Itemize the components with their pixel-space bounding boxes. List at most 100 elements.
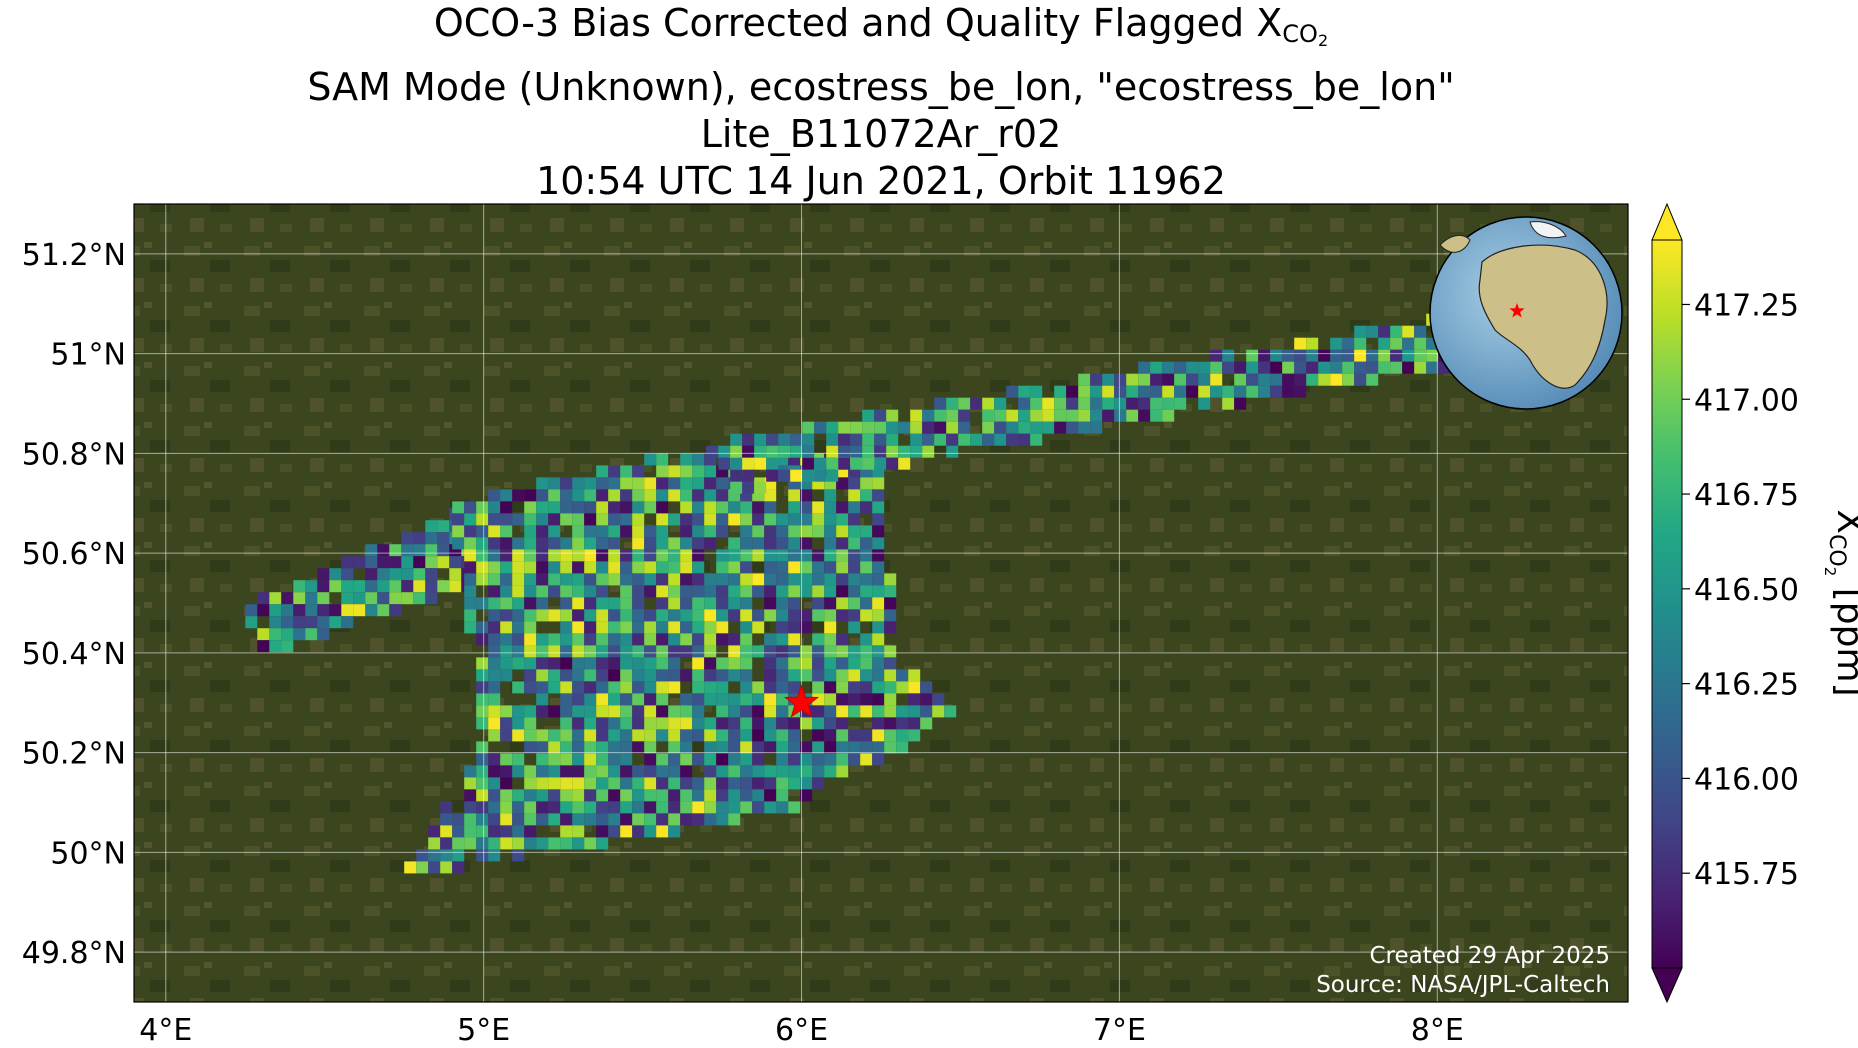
sounding-cell	[766, 469, 779, 482]
sounding-cell	[800, 537, 813, 550]
sounding-cell	[572, 501, 585, 514]
sounding-cell	[982, 409, 995, 422]
sounding-cell	[548, 537, 561, 550]
sounding-cell	[464, 501, 477, 514]
sounding-cell	[860, 753, 873, 766]
sounding-cell	[269, 592, 282, 605]
sounding-cell	[860, 537, 873, 550]
sounding-cell	[1270, 361, 1283, 374]
sounding-cell	[656, 801, 669, 814]
sounding-cell	[776, 681, 789, 694]
sounding-cell	[644, 453, 657, 466]
sounding-cell	[464, 525, 477, 538]
sounding-cell	[776, 705, 789, 718]
sounding-cell	[1198, 397, 1211, 410]
sounding-cell	[608, 741, 621, 754]
sounding-cell	[584, 621, 597, 634]
sounding-cell	[548, 765, 561, 778]
sounding-cell	[704, 633, 717, 646]
sounding-cell	[886, 409, 899, 422]
sounding-cell	[596, 621, 609, 634]
sounding-cell	[596, 465, 609, 478]
sounding-cell	[824, 609, 837, 622]
sounding-cell	[740, 717, 753, 730]
sounding-cell	[632, 801, 645, 814]
sounding-cell	[982, 397, 995, 410]
sounding-cell	[836, 573, 849, 586]
sounding-cell	[764, 645, 777, 658]
sounding-cell	[464, 621, 477, 634]
sounding-cell	[836, 513, 849, 526]
sounding-cell	[946, 397, 959, 410]
sounding-cell	[1330, 373, 1343, 386]
sounding-cell	[692, 801, 705, 814]
sounding-cell	[898, 421, 911, 434]
sounding-cell	[800, 669, 813, 682]
sounding-cell	[548, 801, 561, 814]
sounding-cell	[764, 501, 777, 514]
sounding-cell	[488, 657, 501, 670]
sounding-cell	[776, 717, 789, 730]
sounding-cell	[1246, 349, 1259, 362]
sounding-cell	[740, 597, 753, 610]
sounding-cell	[836, 585, 849, 598]
sounding-cell	[500, 621, 513, 634]
sounding-cell	[716, 489, 729, 502]
sounding-cell	[464, 513, 477, 526]
sounding-cell	[764, 741, 777, 754]
sounding-cell	[776, 609, 789, 622]
sounding-cell	[716, 765, 729, 778]
sounding-cell	[728, 813, 741, 826]
sounding-cell	[620, 597, 633, 610]
sounding-cell	[353, 580, 366, 593]
sounding-cell	[500, 573, 513, 586]
sounding-cell	[560, 489, 573, 502]
sounding-cell	[620, 741, 633, 754]
sounding-cell	[740, 705, 753, 718]
sounding-cell	[824, 717, 837, 730]
colorbar-extend-max	[1651, 202, 1683, 241]
sounding-cell	[704, 645, 717, 658]
sounding-cell	[632, 825, 645, 838]
sounding-cell	[872, 645, 885, 658]
sounding-cell	[632, 777, 645, 790]
sounding-cell	[644, 525, 657, 538]
sounding-cell	[788, 489, 801, 502]
sounding-cell	[608, 657, 621, 670]
sounding-cell	[1114, 397, 1127, 410]
sounding-cell	[572, 825, 585, 838]
sounding-cell	[668, 705, 681, 718]
sounding-cell	[656, 597, 669, 610]
sounding-cell	[716, 513, 729, 526]
sounding-cell	[680, 453, 693, 466]
sounding-cell	[656, 513, 669, 526]
sounding-cell	[764, 693, 777, 706]
colorbar-gradient	[1652, 240, 1682, 968]
sounding-cell	[620, 489, 633, 502]
sounding-cell	[752, 693, 765, 706]
sounding-cell	[584, 513, 597, 526]
sounding-cell	[1234, 361, 1247, 374]
sounding-cell	[488, 609, 501, 622]
sounding-cell	[341, 592, 354, 605]
sounding-cell	[464, 765, 477, 778]
sounding-cell	[560, 645, 573, 658]
sounding-cell	[776, 549, 789, 562]
sounding-cell	[620, 621, 633, 634]
sounding-cell	[608, 633, 621, 646]
sounding-cell	[512, 849, 525, 862]
sounding-cell	[692, 609, 705, 622]
title-line-4: 10:54 UTC 14 Jun 2021, Orbit 11962	[536, 159, 1226, 203]
sounding-cell	[1318, 361, 1331, 374]
sounding-cell	[584, 489, 597, 502]
sounding-cell	[1174, 373, 1187, 386]
sounding-cell	[704, 477, 717, 490]
sounding-cell	[742, 481, 755, 494]
sounding-cell	[908, 705, 921, 718]
sounding-cell	[668, 753, 681, 766]
sounding-cell	[644, 621, 657, 634]
sounding-cell	[740, 801, 753, 814]
sounding-cell	[656, 693, 669, 706]
sounding-cell	[740, 669, 753, 682]
sounding-cell	[524, 777, 537, 790]
